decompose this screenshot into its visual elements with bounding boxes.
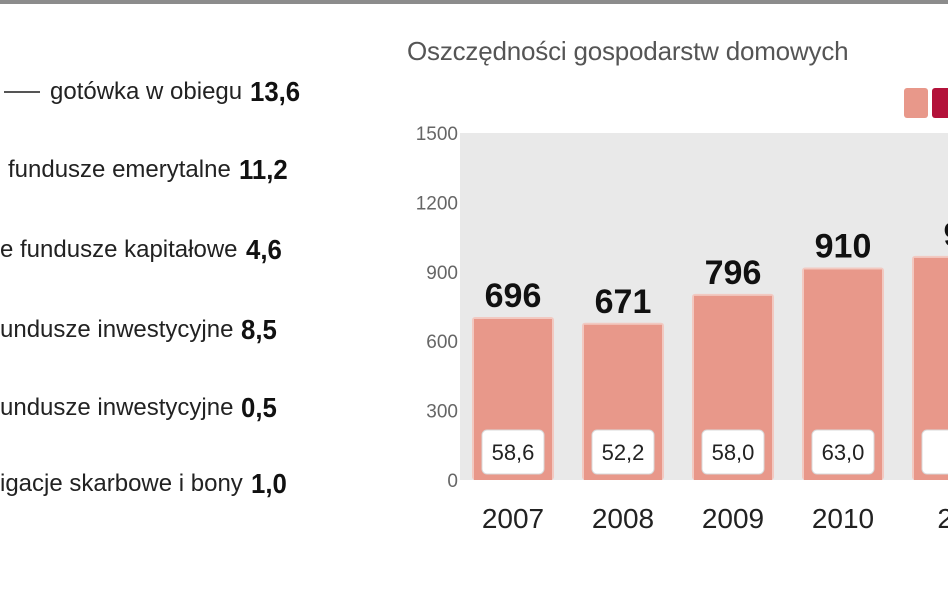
legend-swatch-red xyxy=(932,88,948,118)
legend-row-cash: gotówka w obiegu 13,6 xyxy=(0,72,305,112)
bar-value-label: 9 xyxy=(944,216,948,254)
bar-value-label: 671 xyxy=(595,283,652,321)
inner-label-box xyxy=(701,429,765,475)
bar-inner-label: 6 xyxy=(947,440,948,465)
legend-label: e fundusze kapitałowe xyxy=(0,236,238,263)
chart-title: Oszczędności gospodarstw domowych xyxy=(407,36,849,66)
bar-inner-label: 58,6 xyxy=(492,440,535,465)
x-tick-label: 2009 xyxy=(702,503,764,534)
y-tick-label: 1500 xyxy=(416,124,458,145)
y-tick-label: 1200 xyxy=(416,193,458,214)
legend-swatch-light xyxy=(904,88,928,118)
x-tick-label: 2008 xyxy=(592,503,654,534)
legend-label: igacje skarbowe i bony xyxy=(0,470,243,497)
inner-label-box xyxy=(591,429,655,475)
bar-value-label: 696 xyxy=(485,277,542,315)
bar-inner-label: 58,0 xyxy=(712,440,755,465)
x-tick-label: 20 xyxy=(937,503,948,534)
legend-value: 13,6 xyxy=(250,76,301,107)
x-tick-label: 2010 xyxy=(812,503,874,534)
y-tick-label: 0 xyxy=(447,471,458,492)
legend-label: undusze inwestycyjne xyxy=(0,316,234,343)
legend-value: 4,6 xyxy=(245,234,282,265)
legend-row-investment-2: undusze inwestycyjne 0,5 xyxy=(0,388,280,428)
legend-value: 8,5 xyxy=(241,314,278,345)
legend-connector-line xyxy=(4,91,40,93)
y-tick-label: 600 xyxy=(426,332,458,353)
bar-value-label: 910 xyxy=(815,227,872,265)
legend-value: 1,0 xyxy=(250,468,287,499)
legend-label: gotówka w obiegu xyxy=(50,78,243,105)
inner-label-box xyxy=(921,429,948,475)
legend-label: undusze inwestycyjne xyxy=(0,394,234,421)
y-tick-label: 300 xyxy=(426,402,458,423)
legend-row-bonds: igacje skarbowe i bony 1,0 xyxy=(0,464,290,504)
top-rule xyxy=(0,0,948,4)
legend-label: fundusze emerytalne xyxy=(8,156,231,183)
bar-inner-label: 63,0 xyxy=(822,440,865,465)
legend-value: 11,2 xyxy=(238,154,288,185)
y-tick-label: 900 xyxy=(426,263,458,284)
bar-value-label: 796 xyxy=(705,254,762,292)
inner-label-box xyxy=(811,429,875,475)
legend-row-pension: fundusze emerytalne 11,2 xyxy=(8,150,292,190)
x-tick-label: 2007 xyxy=(482,503,544,534)
inner-label-box xyxy=(481,429,545,475)
legend-row-capital: e fundusze kapitałowe 4,6 xyxy=(0,230,284,270)
legend-value: 0,5 xyxy=(241,392,278,423)
bar-inner-label: 52,2 xyxy=(602,440,645,465)
legend-row-investment-1: undusze inwestycyjne 8,5 xyxy=(0,310,280,350)
